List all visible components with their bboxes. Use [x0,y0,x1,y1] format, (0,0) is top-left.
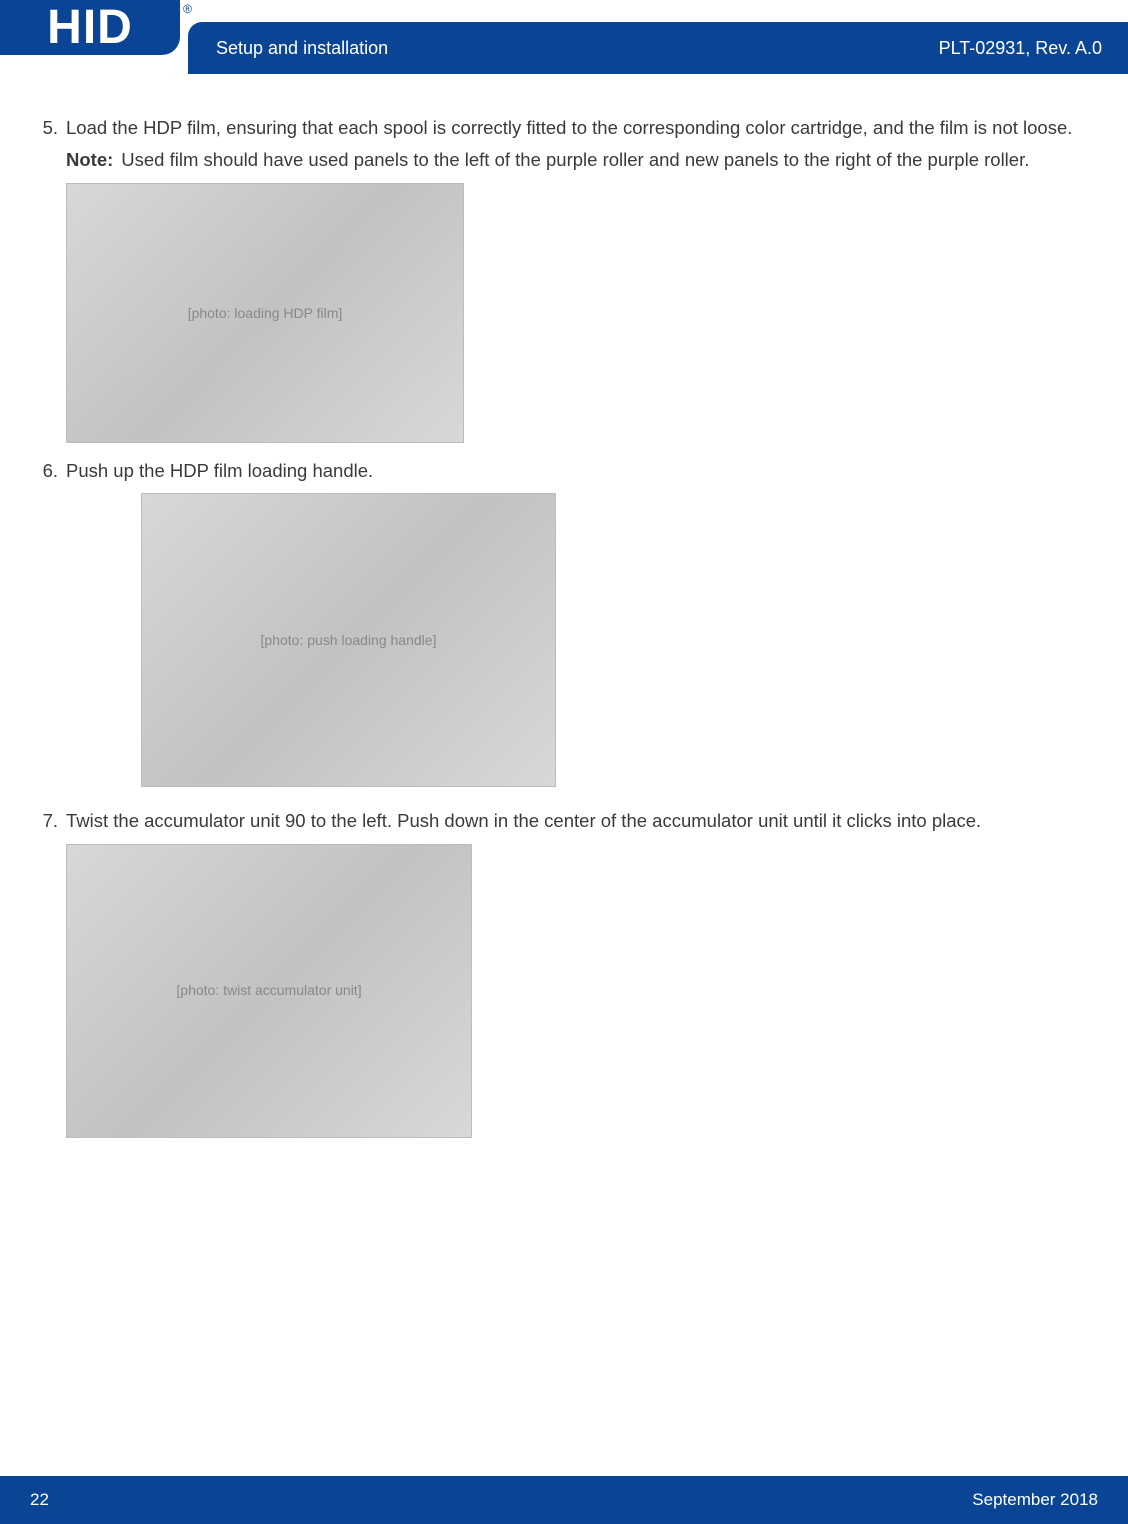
page-header: HID ® Setup and installation PLT-02931, … [0,0,1128,74]
instruction-photo-3: [photo: twist accumulator unit] [66,844,472,1138]
instruction-photo-1: [photo: loading HDP film] [66,183,464,443]
page-footer: 22 September 2018 [0,1476,1128,1524]
registered-mark: ® [183,2,192,16]
instruction-photo-2: [photo: push loading handle] [141,493,556,787]
step-text: Push up the HDP film loading handle. [66,459,1106,483]
step-body: Twist the accumulator unit 90 to the lef… [66,809,1106,1137]
image-alt: [photo: push loading handle] [261,631,437,649]
image-alt: [photo: loading HDP film] [188,304,343,322]
note-row: Note: Used film should have used panels … [66,148,1106,172]
logo-text: HID [47,0,133,55]
step-7: 7. Twist the accumulator unit 90 to the … [38,809,1106,1137]
header-bar: Setup and installation PLT-02931, Rev. A… [188,22,1128,74]
logo-box: HID [0,0,180,55]
step-number: 5. [38,116,66,443]
step-number: 6. [38,459,66,787]
footer-date: September 2018 [972,1490,1098,1510]
step-body: Load the HDP film, ensuring that each sp… [66,116,1106,443]
step-body: Push up the HDP film loading handle. [ph… [66,459,1106,787]
section-title: Setup and installation [216,38,388,59]
doc-reference: PLT-02931, Rev. A.0 [939,38,1102,59]
page-number: 22 [30,1490,49,1510]
note-label: Note: [66,148,121,172]
image-alt: [photo: twist accumulator unit] [176,981,361,999]
logo-wrap: HID ® [0,0,180,74]
step-6: 6. Push up the HDP film loading handle. … [38,459,1106,787]
page-content: 5. Load the HDP film, ensuring that each… [0,74,1128,1138]
step-5: 5. Load the HDP film, ensuring that each… [38,116,1106,443]
step-number: 7. [38,809,66,1137]
step-text: Twist the accumulator unit 90 to the lef… [66,809,1106,833]
step-text: Load the HDP film, ensuring that each sp… [66,116,1106,140]
note-text: Used film should have used panels to the… [121,148,1106,172]
